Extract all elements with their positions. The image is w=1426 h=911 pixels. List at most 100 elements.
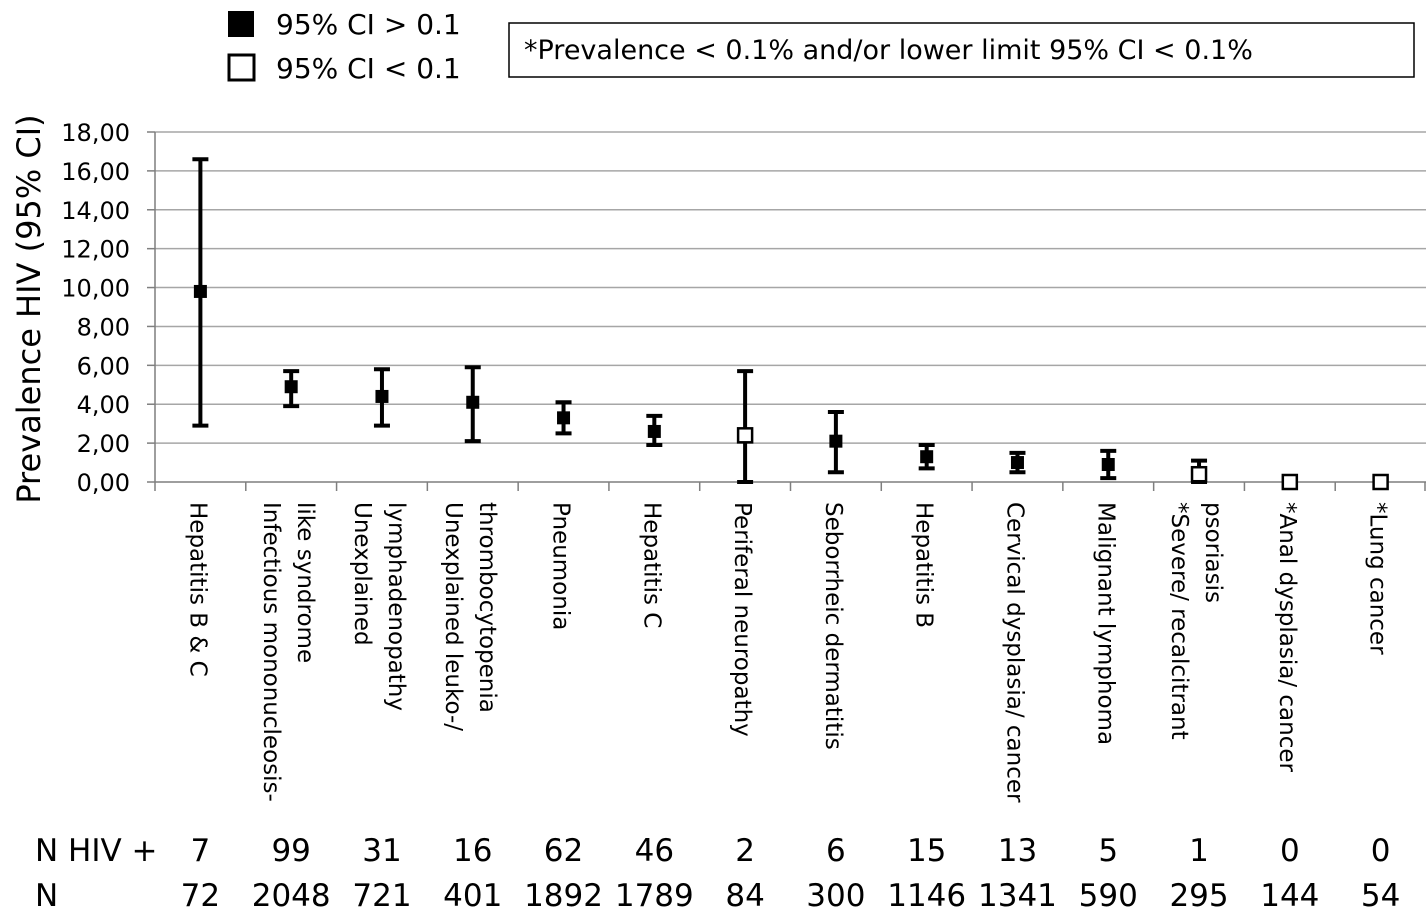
n-hiv-value: 46 [635, 833, 674, 869]
category-label-line: Malignant lymphoma [1092, 502, 1118, 745]
n-value: 590 [1079, 878, 1138, 911]
n-value: 721 [352, 878, 411, 911]
category-label: Unexplained leuko-/ thrombocytopenia [440, 502, 500, 731]
y-axis-label: Prevalence HIV (95% CI) [10, 114, 48, 503]
category-label: *Severe/ recalcitrant psoriasis [1166, 502, 1226, 740]
y-tick-label: 16,00 [61, 158, 130, 186]
category-label: Malignant lymphoma [1092, 502, 1118, 745]
category-labels: Hepatitis B & C Infectious mononucleosis-… [184, 502, 1390, 803]
category-label-line: *Lung cancer [1365, 502, 1391, 655]
data-point-open [1190, 465, 1208, 483]
n-hiv-value: 1 [1189, 833, 1209, 869]
n-hiv-value: 7 [191, 833, 211, 869]
category-label-line: *Anal dysplasia/ cancer [1274, 502, 1300, 773]
data-point-filled [829, 434, 843, 448]
category-label: Pneumonia [548, 502, 574, 630]
data-point-filled [920, 450, 934, 464]
legend-filled-label: 95% CI > 0.1 [276, 8, 461, 41]
n-hiv-row-label: N HIV + [35, 833, 158, 869]
category-label: Hepatitis B [911, 502, 937, 628]
category-label: *Lung cancer [1365, 502, 1391, 655]
n-row-label: N [35, 878, 58, 911]
category-label-line: Cervical dysplasia/ cancer [1001, 502, 1027, 803]
category-label-line: Hepatitis B & C [184, 502, 210, 677]
data-point-filled [557, 411, 571, 425]
n-value: 401 [443, 878, 502, 911]
n-value: 300 [806, 878, 865, 911]
y-tick-label: 0,00 [77, 469, 130, 497]
n-hiv-value: 2 [735, 833, 755, 869]
axes [154, 132, 1426, 491]
n-hiv-value: 6 [826, 833, 846, 869]
note-box: *Prevalence < 0.1% and/or lower limit 95… [508, 22, 1415, 78]
n-value: 1789 [615, 878, 694, 911]
n-value: 54 [1361, 878, 1400, 911]
note-text: *Prevalence < 0.1% and/or lower limit 95… [524, 35, 1253, 66]
category-label: Periferal neuropathy [729, 502, 755, 737]
category-label-line: like syndrome [292, 502, 318, 663]
category-label-line: lymphadenopathy [383, 502, 409, 711]
n-hiv-value: 62 [544, 833, 583, 869]
legend-open-marker [227, 53, 256, 82]
category-label-line: Unexplained [349, 502, 375, 646]
n-value: 1146 [887, 878, 966, 911]
category-label-line: *Severe/ recalcitrant [1166, 502, 1192, 740]
y-tick-label: 14,00 [61, 197, 130, 225]
y-tick-labels: 0,00 2,00 4,00 6,00 8,00 10,00 12,00 14,00 16,00… [61, 119, 155, 497]
n-value: 2048 [252, 878, 331, 911]
category-label: Seborrheic dermatitis [820, 502, 846, 750]
legend: 95% CI > 0.1 95% CI < 0.1 [227, 8, 461, 85]
category-label: Hepatitis C [638, 502, 664, 628]
data-points [193, 284, 1389, 491]
error-bars [192, 157, 1208, 484]
n-hiv-value: 31 [362, 833, 401, 869]
n-hiv-value: 13 [998, 833, 1037, 869]
gridlines [155, 131, 1426, 444]
data-point-open [736, 427, 754, 444]
data-point-filled [193, 284, 207, 298]
category-label: Unexplained lymphadenopathy [349, 502, 409, 711]
data-point-filled [466, 395, 480, 409]
n-value: 84 [725, 878, 764, 911]
category-label-line: Hepatitis C [638, 502, 664, 628]
category-label-line: Hepatitis B [911, 502, 937, 628]
n-value: 144 [1260, 878, 1319, 911]
y-tick-label: 8,00 [77, 313, 130, 341]
data-point-filled [647, 424, 661, 438]
n-value: 72 [181, 878, 220, 911]
category-label-line: Pneumonia [548, 502, 574, 630]
legend-filled-marker [228, 11, 254, 37]
n-hiv-value: 0 [1371, 833, 1391, 869]
y-tick-label: 10,00 [61, 275, 130, 303]
legend-open-label: 95% CI < 0.1 [276, 52, 461, 85]
n-hiv-value: 0 [1280, 833, 1300, 869]
n-hiv-value: 15 [907, 833, 946, 869]
data-point-filled [1101, 458, 1115, 471]
n-value: 1341 [978, 878, 1057, 911]
y-tick-label: 4,00 [77, 391, 130, 419]
data-point-filled [375, 389, 389, 403]
category-label-line: Periferal neuropathy [729, 502, 755, 737]
error-bar [737, 369, 754, 484]
n-value: 1892 [524, 878, 603, 911]
count-rows: N HIV + N 772992048317211640162189246178… [35, 833, 1400, 911]
n-hiv-value: 16 [453, 833, 492, 869]
category-label: Hepatitis B & C [184, 502, 210, 677]
category-label-line: Unexplained leuko-/ [440, 502, 466, 731]
n-hiv-value: 99 [271, 833, 310, 869]
category-label-line: Seborrheic dermatitis [820, 502, 846, 750]
data-point-open [1281, 473, 1299, 491]
data-point-filled [1010, 456, 1024, 470]
y-tick-label: 6,00 [77, 352, 130, 380]
data-point-filled [284, 380, 298, 394]
y-tick-label: 18,00 [61, 119, 130, 147]
category-label: Cervical dysplasia/ cancer [1001, 502, 1027, 803]
n-hiv-value: 5 [1098, 833, 1118, 869]
category-label: *Anal dysplasia/ cancer [1274, 502, 1300, 773]
y-tick-label: 12,00 [61, 236, 130, 264]
category-label-line: Infectious mononucleosis- [258, 502, 284, 802]
n-value: 295 [1169, 878, 1228, 911]
category-label: Infectious mononucleosis-like syndrome [258, 502, 318, 802]
category-label-line: psoriasis [1200, 502, 1226, 603]
